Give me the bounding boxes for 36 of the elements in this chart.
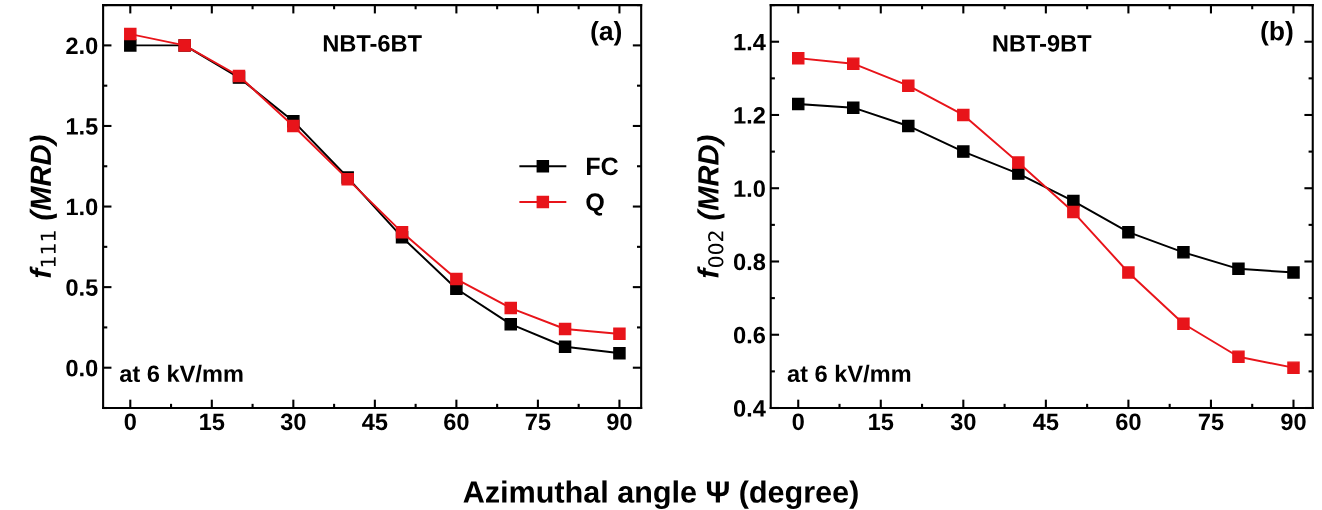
x-tick-label: 0 — [792, 413, 804, 431]
y-tick-label: 0.4 — [733, 400, 766, 417]
x-axis-title: Azimuthal angle Ψ (degree) — [463, 480, 858, 510]
x-tick-label: 30 — [280, 413, 306, 431]
y-tick-label: 1.2 — [734, 107, 765, 124]
annotation: (b) — [1261, 21, 1293, 46]
y-tick-label: 1.0 — [734, 180, 765, 198]
y-tick-label: 0.5 — [66, 279, 98, 296]
y-tick-label: 1.5 — [66, 118, 98, 135]
annotation: NBT-6BT — [323, 35, 422, 52]
annotation: at 6 kV/mm — [787, 364, 911, 383]
legend-label: FC — [587, 157, 618, 176]
y-tick-label: 1.4 — [734, 34, 766, 51]
y-tick-label: 1.0 — [66, 198, 98, 216]
x-tick-label: 90 — [607, 413, 632, 431]
x-tick-label: 0 — [124, 413, 136, 431]
x-tick-label: 90 — [1281, 413, 1306, 431]
x-tick-label: 45 — [362, 413, 388, 431]
y-tick-label: 0.6 — [733, 326, 766, 344]
y-tick-label: 0.8 — [733, 253, 766, 271]
y-axis-title: f$_{111}$ (MRD) — [29, 135, 57, 278]
x-tick-label: 75 — [525, 413, 551, 431]
x-tick-label: 75 — [1198, 413, 1224, 431]
legend-label: Q — [586, 193, 604, 216]
annotation: at 6 kV/mm — [119, 364, 243, 383]
y-tick-label: 0.0 — [66, 359, 98, 377]
x-tick-label: 60 — [1116, 413, 1141, 431]
x-tick-label: 30 — [950, 413, 976, 431]
x-tick-label: 60 — [444, 413, 469, 431]
x-tick-label: 45 — [1033, 413, 1059, 431]
x-tick-label: 15 — [869, 413, 894, 431]
y-tick-label: 2.0 — [66, 37, 98, 55]
x-tick-label: 15 — [200, 413, 225, 431]
annotation: NBT-9BT — [993, 35, 1092, 52]
y-axis-title: f$_{002}$ (MRD) — [697, 135, 725, 278]
annotation: (a) — [591, 21, 622, 46]
